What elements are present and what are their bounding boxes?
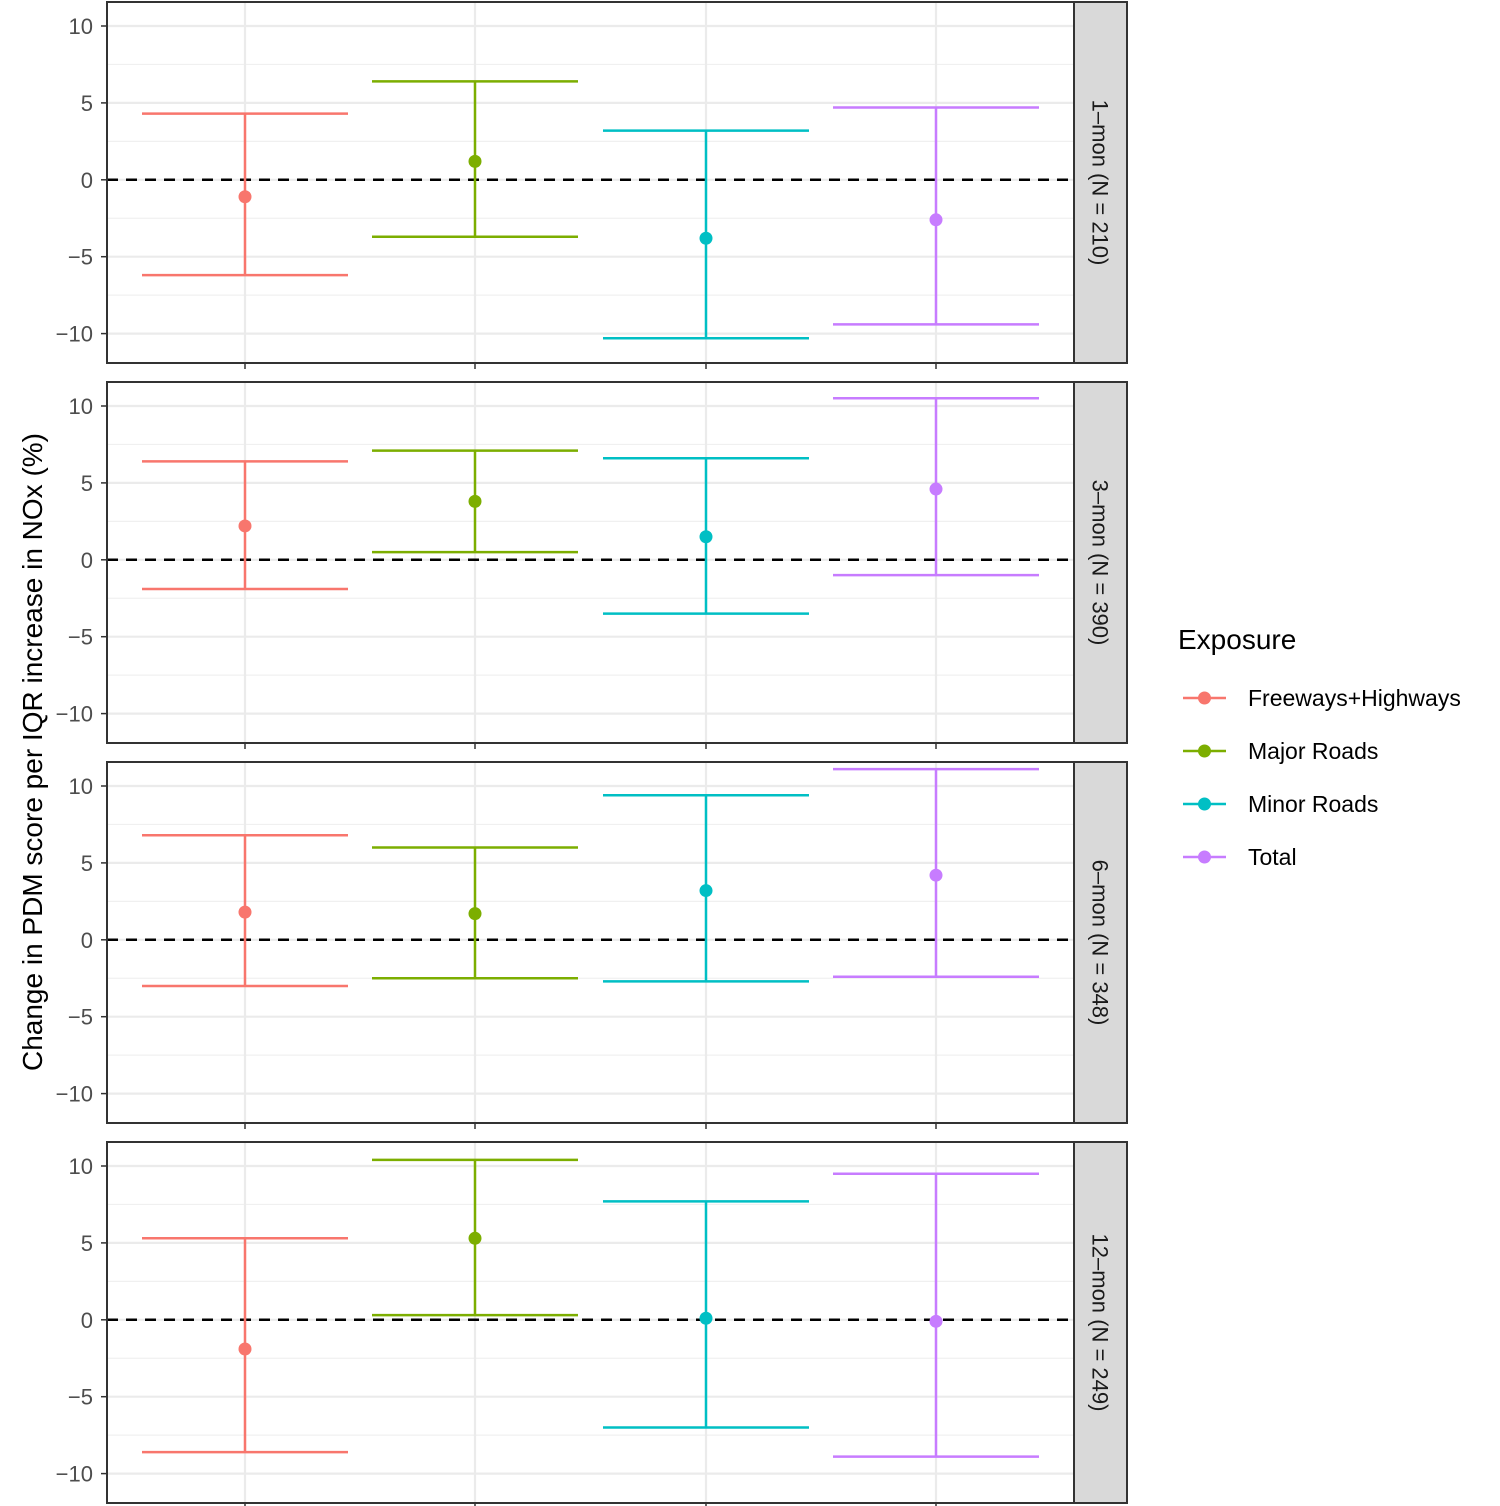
- panel-background: [107, 382, 1074, 743]
- y-tick-label: 0: [81, 928, 93, 953]
- point-estimate: [468, 1231, 482, 1245]
- legend-key-point: [1198, 744, 1211, 758]
- panel-1: −10 −5 0 5 10 1–mon (N = 210): [56, 1, 1128, 369]
- legend-title: Exposure: [1178, 624, 1296, 655]
- legend-item: Freeways+Highways: [1183, 685, 1461, 711]
- point-estimate: [238, 190, 252, 204]
- point-estimate: [699, 884, 713, 898]
- y-tick-label: 5: [81, 91, 93, 116]
- y-tick-label: −5: [68, 625, 93, 650]
- y-tick-label: −5: [68, 1385, 93, 1410]
- errorbar-minor-roads: [603, 1200, 809, 1429]
- y-tick-label: 10: [69, 14, 93, 39]
- point-estimate: [929, 1314, 943, 1328]
- strip-background: [1073, 1141, 1128, 1504]
- legend-key-point: [1198, 797, 1211, 811]
- y-tick-label: 5: [81, 471, 93, 496]
- errorbar-freeways-highways: [142, 460, 348, 591]
- point-estimate: [468, 154, 482, 168]
- point-estimate: [468, 907, 482, 921]
- point-estimate: [699, 231, 713, 245]
- strip-label: 12–mon (N = 249): [1088, 1234, 1113, 1412]
- strip-background: [1073, 1, 1128, 364]
- panel-2: −10 −5 0 5 10 3–mon (N = 390): [56, 381, 1128, 749]
- point-estimate: [699, 530, 713, 544]
- point-estimate: [699, 1311, 713, 1325]
- errorbar-total: [833, 1172, 1039, 1458]
- strip-label: 6–mon (N = 348): [1088, 860, 1113, 1026]
- errorbar-major-roads: [372, 449, 578, 554]
- legend: Exposure Freeways+Highways Major Roads Min…: [1178, 624, 1461, 870]
- panel-background: [107, 2, 1074, 363]
- errorbar-total: [833, 106, 1039, 326]
- legend-item: Major Roads: [1183, 738, 1378, 764]
- point-estimate: [929, 482, 943, 496]
- y-tick-label: 10: [69, 394, 93, 419]
- errorbar-freeways-highways: [142, 1237, 348, 1454]
- errorbar-minor-roads: [603, 129, 809, 340]
- panel-background: [107, 762, 1074, 1123]
- legend-item: Total: [1183, 844, 1297, 870]
- errorbar-freeways-highways: [142, 112, 348, 277]
- strip-background: [1073, 381, 1128, 744]
- strip-label: 1–mon (N = 210): [1088, 100, 1113, 266]
- point-estimate: [468, 494, 482, 508]
- y-tick-label: −10: [56, 702, 93, 727]
- y-tick-label: 5: [81, 851, 93, 876]
- y-tick-label: 0: [81, 548, 93, 573]
- panel-background: [107, 1142, 1074, 1503]
- y-axis-title: Change in PDM score per IQR increase in …: [17, 433, 48, 1071]
- errorbar-total: [833, 397, 1039, 577]
- y-tick-label: 5: [81, 1231, 93, 1256]
- legend-label: Minor Roads: [1248, 791, 1378, 817]
- legend-item: Minor Roads: [1183, 791, 1378, 817]
- point-estimate: [238, 519, 252, 533]
- legend-key-point: [1198, 691, 1211, 705]
- y-tick-label: −5: [68, 1005, 93, 1030]
- point-estimate: [238, 1342, 252, 1356]
- y-tick-label: 0: [81, 1308, 93, 1333]
- y-tick-label: −10: [56, 322, 93, 347]
- point-estimate: [238, 905, 252, 919]
- errorbar-minor-roads: [603, 793, 809, 983]
- errorbar-major-roads: [372, 1158, 578, 1317]
- y-tick-label: −10: [56, 1462, 93, 1487]
- errorbar-major-roads: [372, 846, 578, 980]
- errorbar-total: [833, 767, 1039, 978]
- panels-group: −10 −5 0 5 10 1–mon (N = 210) −10 −5 0 5 10 3–mon (…: [56, 1, 1128, 1506]
- legend-label: Major Roads: [1248, 738, 1378, 764]
- errorbar-major-roads: [372, 80, 578, 238]
- panel-3: −10 −5 0 5 10 6–mon (N = 348): [56, 761, 1128, 1129]
- y-tick-label: 0: [81, 168, 93, 193]
- y-tick-label: −5: [68, 245, 93, 270]
- point-estimate: [929, 868, 943, 882]
- legend-label: Total: [1248, 844, 1297, 870]
- y-tick-label: 10: [69, 1154, 93, 1179]
- errorbar-freeways-highways: [142, 833, 348, 988]
- y-tick-label: 10: [69, 774, 93, 799]
- legend-label: Freeways+Highways: [1248, 685, 1461, 711]
- strip-label: 3–mon (N = 390): [1088, 480, 1113, 646]
- legend-key-point: [1198, 850, 1211, 864]
- strip-background: [1073, 761, 1128, 1124]
- panel-4: −10 −5 0 5 10 12–mon (N = 249): [56, 1141, 1128, 1506]
- errorbar-minor-roads: [603, 457, 809, 615]
- point-estimate: [929, 213, 943, 227]
- y-tick-label: −10: [56, 1082, 93, 1107]
